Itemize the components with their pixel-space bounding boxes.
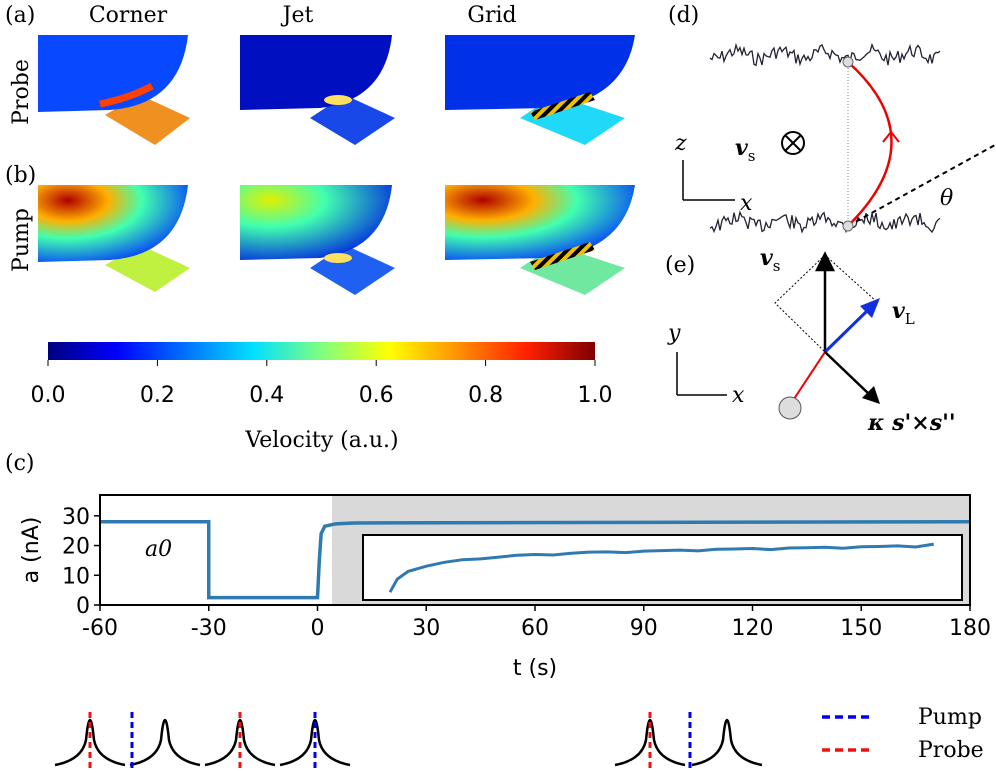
panel-label: (e) <box>665 253 695 278</box>
schematic-legend: Pump Probe <box>822 705 984 763</box>
x-tick-label: 180 <box>949 616 991 641</box>
colorbar <box>48 342 595 360</box>
map-pump-corner <box>38 185 190 292</box>
y-tick-label: 30 <box>62 505 90 530</box>
vs: vs <box>760 245 781 275</box>
map-probe-grid <box>445 35 635 145</box>
x-tick-label: 90 <box>630 616 658 641</box>
surface <box>709 210 941 234</box>
chart: -60 -30 0 30 60 90 120 150 180 0 10 20 30 t (s) a (nA)… <box>19 494 991 681</box>
panel-label: (a) <box>5 3 35 28</box>
surface <box>709 42 941 67</box>
angle-line <box>847 144 996 227</box>
map-pump-grid <box>445 185 635 295</box>
vs: vs <box>735 135 756 165</box>
into-page <box>784 134 802 152</box>
x-tick-label: 30 <box>412 616 440 641</box>
arrow-vl <box>823 308 870 354</box>
x-label: t (s) <box>513 656 557 681</box>
inset-frame <box>362 534 963 601</box>
colorbar-ticks: 0.0 0.2 0.4 0.6 0.8 1.0 <box>31 360 613 408</box>
column-title: Jet <box>281 3 314 28</box>
arrow-k <box>824 351 871 396</box>
pin <box>842 220 854 232</box>
axes <box>682 160 735 201</box>
y-label: a (nA) <box>19 517 44 584</box>
x-tick-label: -60 <box>82 616 118 641</box>
pin <box>842 56 854 68</box>
heatmaps: (a) (b) Corner Jet Grid Probe Pump 0.0 0.… <box>5 3 635 453</box>
data-line <box>100 520 971 600</box>
vortex <box>847 61 893 227</box>
kappa: κ s'×s'' <box>867 410 956 436</box>
axis-name: z <box>674 131 687 156</box>
axis-name: x <box>740 191 753 216</box>
row-title: Probe <box>9 59 34 125</box>
x-tick-label: 60 <box>521 616 549 641</box>
x-tick-label: 120 <box>732 616 774 641</box>
y-tick-label: 0 <box>76 594 90 619</box>
panel-label: (d) <box>668 3 699 28</box>
colorbar-tick-label: 0.0 <box>31 383 66 408</box>
resonance <box>54 718 126 767</box>
into-page <box>781 131 805 155</box>
row-title: Pump <box>9 208 34 272</box>
arrow-vl <box>860 298 880 318</box>
schematic: Pump Probe <box>54 705 984 768</box>
colorbar-tick-label: 0.2 <box>140 383 175 408</box>
resonance <box>691 718 763 767</box>
x-tick-label: 0 <box>311 616 325 641</box>
axis-name: y <box>667 321 681 346</box>
axes <box>676 352 727 396</box>
colorbar-tick-label: 0.4 <box>249 383 284 408</box>
column-title: Corner <box>89 3 168 28</box>
map-probe-corner <box>38 35 190 145</box>
map-pump-jet <box>240 185 395 295</box>
vl: vL <box>892 298 915 328</box>
colorbar-label: Velocity (a.u.) <box>244 428 398 453</box>
arrow-vs <box>814 251 836 352</box>
vortex-line <box>789 351 826 406</box>
inset-line <box>388 542 934 593</box>
plot-frame <box>99 494 971 606</box>
panel-e: (e) vs vL κ s'×s'' y x <box>665 245 956 436</box>
panel-label: (b) <box>5 163 36 188</box>
map-probe-jet <box>240 35 395 145</box>
colorbar-tick-label: 0.6 <box>359 383 394 408</box>
theta: θ <box>940 186 953 211</box>
legend-label: Probe <box>918 738 984 763</box>
colorbar-tick-label: 1.0 <box>578 383 613 408</box>
vortex-core <box>778 396 802 420</box>
resonance <box>614 718 686 767</box>
x-tick-label: -30 <box>191 616 227 641</box>
resonance <box>129 718 201 767</box>
arrow <box>882 130 900 143</box>
panel-label: (c) <box>5 451 35 476</box>
y-tick-label: 20 <box>62 535 90 560</box>
column-title: Grid <box>467 3 516 28</box>
arrow-k <box>862 386 880 404</box>
annotation: a0 <box>145 537 172 562</box>
panel-d: (d) θ vs z x <box>668 3 996 234</box>
legend-label: Pump <box>918 705 982 730</box>
colorbar-tick-label: 0.8 <box>468 383 503 408</box>
peaks <box>54 712 763 768</box>
y-tick-label: 10 <box>62 564 90 589</box>
resonance <box>279 718 351 767</box>
x-tick-label: 150 <box>840 616 882 641</box>
axis-name: x <box>732 383 745 408</box>
resonance <box>204 718 276 767</box>
